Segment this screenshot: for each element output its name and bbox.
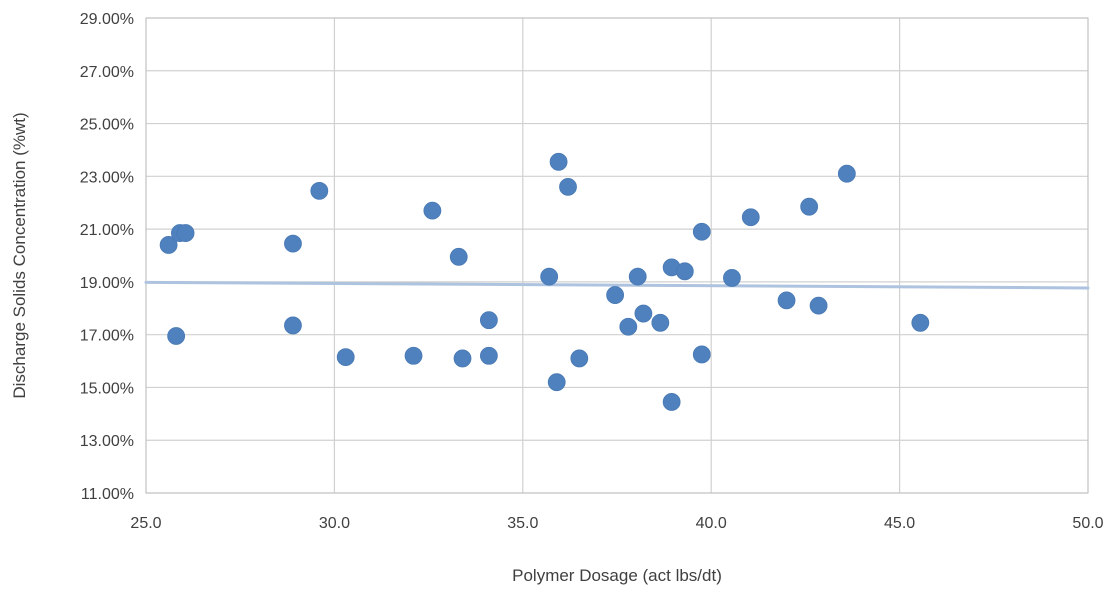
y-tick-label: 29.00% [80, 11, 134, 28]
data-point [310, 181, 329, 200]
y-tick-label: 11.00% [81, 486, 134, 503]
x-axis-tick-labels: 25.0 30.0 35.0 40.0 45.0 50.0 [130, 515, 1103, 532]
y-tick-label: 17.00% [80, 328, 134, 345]
y-tick-label: 25.00% [80, 117, 134, 134]
y-tick-label: 21.00% [80, 222, 134, 239]
data-point [619, 317, 638, 336]
data-point [800, 197, 819, 216]
data-point [606, 286, 625, 304]
plot-area-border [145, 17, 1089, 494]
data-point [634, 304, 653, 323]
y-tick-label: 23.00% [80, 169, 134, 186]
y-tick-label: 27.00% [80, 64, 134, 81]
x-tick-label: 40.0 [696, 515, 727, 532]
data-point [837, 164, 856, 183]
data-point [479, 346, 498, 365]
data-point [651, 313, 670, 332]
data-point [284, 316, 302, 335]
data-point [284, 234, 302, 253]
data-points [159, 152, 930, 411]
gridlines [145, 17, 1089, 494]
data-point [911, 313, 930, 332]
data-point [453, 349, 472, 368]
data-point [723, 269, 741, 287]
data-point [423, 201, 442, 220]
data-point [692, 222, 711, 241]
x-tick-label: 25.0 [130, 515, 161, 532]
data-point [741, 208, 760, 227]
trendline [144, 280, 1090, 290]
y-tick-label: 19.00% [80, 275, 134, 292]
x-tick-label: 35.0 [507, 515, 538, 532]
data-point [479, 311, 498, 330]
data-point [404, 346, 423, 365]
data-point [176, 224, 195, 242]
data-point [692, 345, 711, 364]
data-point [540, 267, 559, 286]
data-point [559, 177, 577, 196]
data-point [662, 393, 681, 411]
x-tick-label: 30.0 [319, 515, 350, 532]
x-tick-label: 45.0 [884, 515, 915, 532]
y-tick-label: 15.00% [80, 380, 134, 397]
data-point [570, 349, 589, 368]
data-point [809, 296, 828, 315]
x-tick-label: 50.0 [1072, 515, 1103, 532]
data-point [449, 247, 468, 266]
data-point [675, 262, 694, 281]
data-point [628, 267, 647, 286]
y-axis-tick-labels: 11.00% 13.00% 15.00% 17.00% 19.00% 21.00% 23.0… [80, 11, 134, 503]
y-axis-title: Discharge Solids Concentration (%wt) [10, 112, 29, 398]
data-point [777, 291, 796, 310]
data-point [549, 152, 568, 171]
data-point [167, 327, 186, 345]
y-tick-label: 13.00% [80, 433, 134, 450]
data-point [159, 236, 178, 254]
x-axis-title: Polymer Dosage (act lbs/dt) [512, 566, 722, 585]
data-point [336, 348, 355, 366]
data-point [547, 373, 566, 392]
